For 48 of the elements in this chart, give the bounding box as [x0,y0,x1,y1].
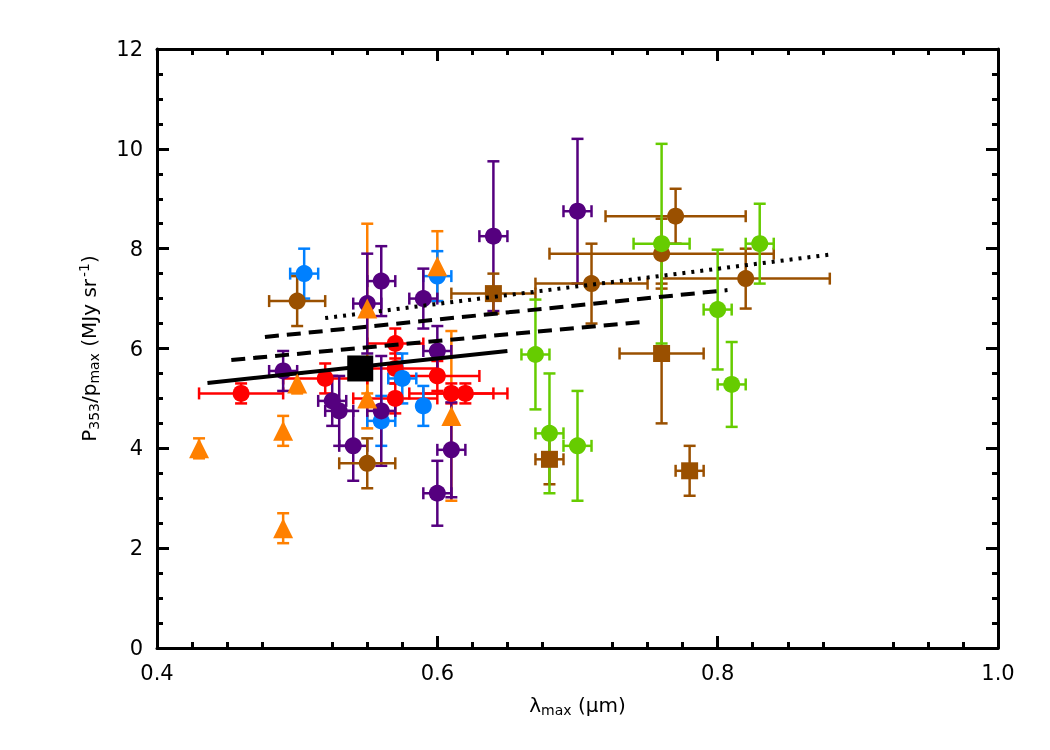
point [526,345,544,363]
point [428,484,446,502]
point [723,375,741,393]
point [484,227,502,245]
y-tick-label: 6 [129,336,143,361]
y-tick-label: 0 [129,636,143,660]
point [288,292,306,310]
point [344,437,362,455]
point [569,202,586,220]
y-tick-label: 12 [116,37,143,61]
point [709,301,727,319]
point [737,270,755,288]
y-tick-label: 10 [116,136,143,161]
point [295,265,313,283]
y-tick-label: 8 [129,236,143,261]
point [347,355,374,382]
point [540,424,558,442]
point [357,298,378,319]
point [569,437,586,455]
point [681,462,699,480]
x-tick-label: 0.8 [700,660,735,685]
point [316,369,334,387]
point [393,369,411,387]
point [372,272,390,290]
point [414,290,432,308]
x-tick-label: 0.4 [140,660,174,685]
point [323,392,341,410]
point [372,402,390,420]
y-axis-title: P353/pmax (MJy sr-1) [76,255,103,442]
y-tick-label: 4 [129,436,143,461]
y-tick-label: 2 [129,536,143,561]
point [751,235,769,253]
x-tick-label: 1.0 [981,660,1015,685]
point [428,367,446,385]
point [357,388,378,409]
point [653,344,671,362]
point [427,256,448,277]
point [540,450,558,468]
point [484,285,502,303]
x-tick-label: 0.6 [420,660,455,685]
point [273,518,294,539]
point [273,420,294,441]
point [386,389,404,407]
point [667,207,685,225]
point [442,441,460,459]
point [414,397,432,415]
point [358,454,376,472]
point [653,235,671,253]
